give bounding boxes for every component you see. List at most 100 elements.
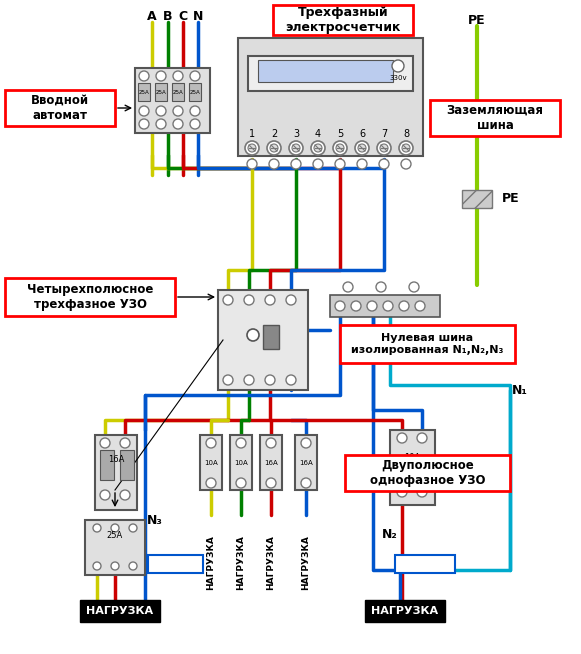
Text: НАГРУЗКА: НАГРУЗКА [371,606,439,616]
Circle shape [367,301,377,311]
Text: 25A: 25A [189,90,200,94]
Circle shape [244,375,254,385]
Bar [258,60,393,82]
Circle shape [120,438,130,448]
Text: 16A: 16A [299,460,313,466]
FancyBboxPatch shape [273,5,413,35]
Bar [248,56,413,91]
Circle shape [190,119,200,129]
Circle shape [156,119,166,129]
Text: 6: 6 [359,129,365,139]
Text: N₁: N₁ [512,383,528,396]
Text: НАГРУЗКА: НАГРУЗКА [302,535,310,590]
Text: A: A [147,10,157,22]
Bar [95,435,137,510]
Circle shape [236,478,246,488]
Text: 2: 2 [271,129,277,139]
Bar [155,83,167,101]
Circle shape [336,144,344,152]
Bar [238,38,423,156]
Text: 10A: 10A [204,460,218,466]
Bar [230,435,252,490]
Bar [100,450,114,480]
Text: Двуполюсное
однофазное УЗО: Двуполюсное однофазное УЗО [370,459,485,487]
Circle shape [407,467,417,477]
Circle shape [376,282,386,292]
Circle shape [301,478,311,488]
Text: N₃: N₃ [147,513,163,526]
Circle shape [266,478,276,488]
Circle shape [129,524,137,532]
Circle shape [223,295,233,305]
Circle shape [190,71,200,81]
Circle shape [401,159,411,169]
Circle shape [399,301,409,311]
Circle shape [245,141,259,155]
Circle shape [129,562,137,570]
Text: 10A: 10A [234,460,248,466]
Circle shape [269,159,279,169]
Text: 7: 7 [381,129,387,139]
Text: НАГРУЗКА: НАГРУЗКА [267,535,275,590]
Circle shape [379,159,389,169]
Circle shape [335,159,345,169]
Circle shape [223,375,233,385]
Text: B: B [163,10,173,22]
Text: Нулевая шина
изолированная N₁,N₂,N₃: Нулевая шина изолированная N₁,N₂,N₃ [352,333,504,355]
Bar [330,295,440,317]
Text: НАГРУЗКА: НАГРУЗКА [206,535,216,590]
Bar [80,600,160,622]
FancyBboxPatch shape [5,90,115,126]
Circle shape [357,159,367,169]
Circle shape [156,106,166,116]
Circle shape [311,141,325,155]
Circle shape [100,490,110,500]
Circle shape [392,60,404,72]
Circle shape [265,375,275,385]
Bar [295,435,317,490]
Circle shape [120,490,130,500]
Text: 5: 5 [337,129,343,139]
Bar [263,325,279,349]
Circle shape [415,301,425,311]
Text: Трехфазный
электросчетчик: Трехфазный электросчетчик [285,6,401,34]
Text: 25A: 25A [107,530,123,540]
Circle shape [417,487,427,497]
Circle shape [267,141,281,155]
FancyBboxPatch shape [340,325,515,363]
FancyBboxPatch shape [345,455,510,491]
Bar [200,435,222,490]
Circle shape [314,144,322,152]
Bar [85,520,145,575]
Circle shape [247,329,259,341]
Bar [120,450,134,480]
Circle shape [286,295,296,305]
Circle shape [286,375,296,385]
Text: 330v: 330v [389,75,407,81]
Circle shape [139,106,149,116]
Circle shape [409,282,419,292]
Circle shape [173,106,183,116]
Circle shape [173,119,183,129]
Circle shape [139,119,149,129]
Circle shape [236,438,246,448]
FancyBboxPatch shape [430,100,560,136]
Circle shape [248,144,256,152]
Text: 25A: 25A [156,90,166,94]
Text: Вводной
автомат: Вводной автомат [31,94,89,122]
Circle shape [377,141,391,155]
Circle shape [206,478,216,488]
Text: PE: PE [468,14,486,27]
Circle shape [111,524,119,532]
Text: Четырехполюсное
трехфазное УЗО: Четырехполюсное трехфазное УЗО [27,283,153,311]
Bar [395,555,455,573]
Circle shape [351,301,361,311]
Text: НАГРУЗКА: НАГРУЗКА [87,606,153,616]
Text: N: N [193,10,203,22]
Circle shape [247,159,257,169]
Circle shape [380,144,388,152]
Bar [365,600,445,622]
Text: PE: PE [502,192,519,205]
Text: C: C [178,10,188,22]
Text: 4: 4 [315,129,321,139]
